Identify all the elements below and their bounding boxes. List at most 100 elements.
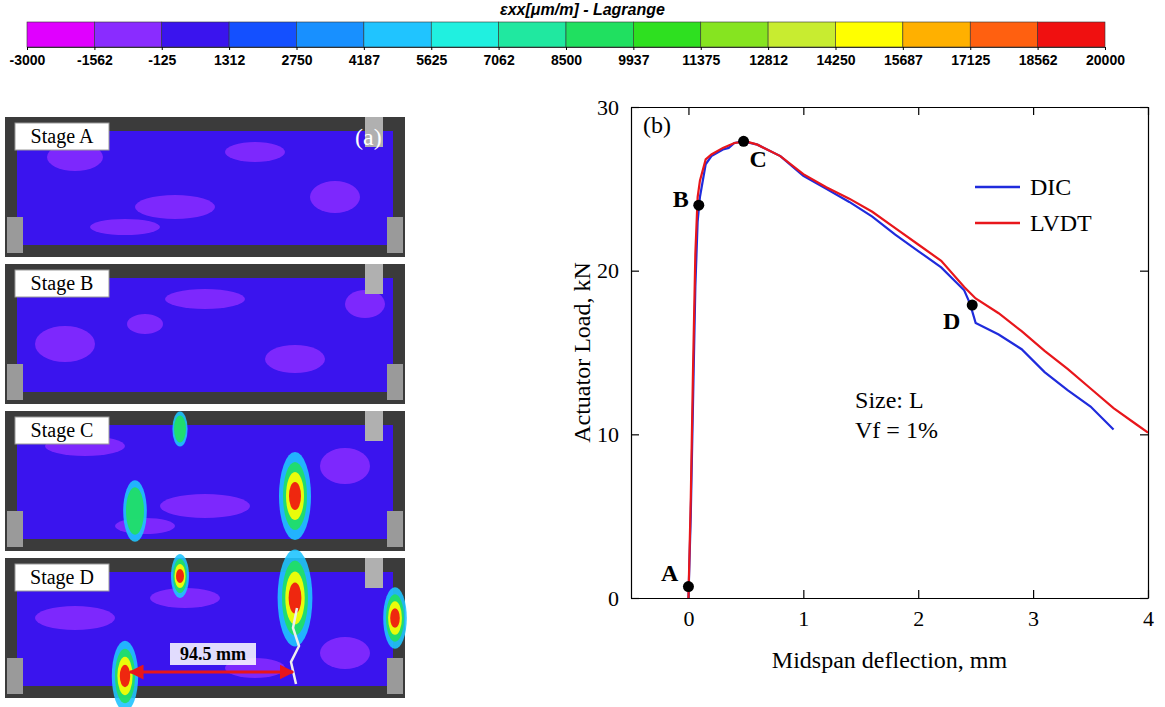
stage-label: Stage A (31, 125, 94, 148)
stage-image: Stage B (5, 264, 405, 404)
colorbar-band (94, 22, 161, 47)
colorbar-tick-label: -3000 (10, 52, 46, 68)
tick-mark (918, 590, 919, 598)
axis-x: 01234 (632, 590, 1155, 631)
colorbar-tick-label: 8500 (551, 52, 582, 68)
colorbar-tick: 2750 (281, 47, 312, 68)
y-axis-title: Actuator Load, kN (569, 262, 595, 443)
strain-patch (127, 314, 163, 334)
strain-hotspot (386, 594, 404, 642)
support-right (387, 217, 403, 253)
colorbar-tick-mark (566, 47, 567, 50)
strain-hotspot (123, 480, 147, 542)
support-right (387, 511, 403, 547)
colorbar-band (836, 22, 903, 47)
tick: 2 (913, 590, 924, 631)
strain-hotspot (390, 608, 400, 628)
strain-patch (90, 219, 160, 235)
tick-label: 4 (1143, 606, 1154, 631)
stage-label-box (15, 270, 109, 297)
axis-line (632, 598, 1149, 599)
stage-point (683, 581, 694, 592)
colorbar-tick-label: 9937 (618, 52, 649, 68)
tick-label: 0 (683, 606, 694, 631)
strain-hotspot (172, 411, 187, 446)
axis-line (1148, 108, 1149, 599)
colorbar-tick-mark (27, 47, 28, 50)
stage-label: Stage C (31, 419, 94, 442)
colorbar-band (1038, 22, 1105, 47)
strain-hotspot (286, 472, 304, 520)
colorbar-tick: 8500 (551, 47, 582, 68)
colorbar-tick: 5625 (416, 47, 447, 68)
colorbar-tick-label: 15687 (884, 52, 923, 68)
series-line (688, 141, 1113, 598)
tick-mark (1140, 107, 1148, 108)
tick: 0 (608, 586, 639, 611)
tick (1140, 598, 1148, 599)
colorbar-band (903, 22, 970, 47)
strain-hotspot (176, 569, 184, 583)
tick-label: 10 (597, 422, 619, 447)
colorbar-tick-mark (229, 47, 230, 50)
strain-patch (225, 142, 285, 162)
colorbar-tick: 7062 (484, 47, 515, 68)
strain-patch (345, 290, 385, 318)
strain-hotspot (117, 657, 132, 695)
tick: 20 (597, 258, 639, 283)
strain-hotspot (283, 462, 307, 530)
tick-label: 2 (913, 606, 924, 631)
colorbar-tick-label: 4187 (349, 52, 380, 68)
colorbar-band (297, 22, 364, 47)
axis-line (632, 107, 1149, 108)
colorbar-tick-mark (768, 47, 769, 50)
panel-label: (b) (643, 112, 671, 138)
tick-mark (803, 107, 804, 115)
colorbar-band (431, 22, 498, 47)
support-right (387, 658, 403, 694)
colorbar-tick-mark (1105, 47, 1106, 50)
image-background (5, 411, 405, 551)
strain-hotspot (171, 554, 189, 598)
strain-patch (320, 448, 370, 484)
tick-mark (1033, 590, 1034, 598)
tick: 1 (798, 590, 809, 631)
tick-mark (918, 107, 919, 115)
stage-point-label: B (673, 186, 689, 212)
colorbar-tick-label: 20000 (1086, 52, 1125, 68)
stage-label-box (15, 564, 109, 591)
panel-a: Stage AStage BStage CStage D(a)94.5 mm (5, 117, 407, 707)
plot-area (683, 136, 1148, 598)
strain-patch (265, 345, 325, 373)
colorbar-tick: 14250 (817, 47, 856, 68)
colorbar-band (701, 22, 768, 47)
legend: DICLVDT (975, 174, 1092, 236)
stage-point (738, 136, 749, 147)
colorbar-tick-label: 12812 (749, 52, 788, 68)
colorbar-tick: 12812 (749, 47, 788, 68)
strain-patch (35, 606, 115, 630)
colorbar-tick: 18562 (1019, 47, 1058, 68)
colorbar-band (27, 22, 94, 47)
colorbar-tick: 17125 (951, 47, 990, 68)
stage-point-label: D (943, 308, 960, 334)
colorbar-tick-label: 11375 (682, 52, 720, 68)
stage-point-label: C (750, 146, 767, 172)
colorbar-tick-label: 17125 (951, 52, 990, 68)
colorbar-tick-mark (364, 47, 365, 50)
tick-mark (631, 271, 639, 272)
strain-hotspot (173, 559, 187, 593)
support-left (7, 658, 23, 694)
tick-label: 30 (597, 95, 619, 120)
stage-label: Stage D (30, 566, 94, 589)
axis-line (631, 108, 632, 599)
stage-label-box (15, 417, 109, 444)
strain-hotspot (126, 487, 144, 535)
legend-swatch (975, 222, 1020, 225)
annotation: Size: L (855, 387, 924, 413)
series-line (688, 141, 1148, 598)
colorbar: εxx[μm/m] - Lagrange-3000-1562-125131227… (10, 1, 1126, 68)
strain-patch (135, 195, 215, 219)
stage-label: Stage B (31, 272, 94, 295)
colorbar-tick-label: 2750 (281, 52, 312, 68)
